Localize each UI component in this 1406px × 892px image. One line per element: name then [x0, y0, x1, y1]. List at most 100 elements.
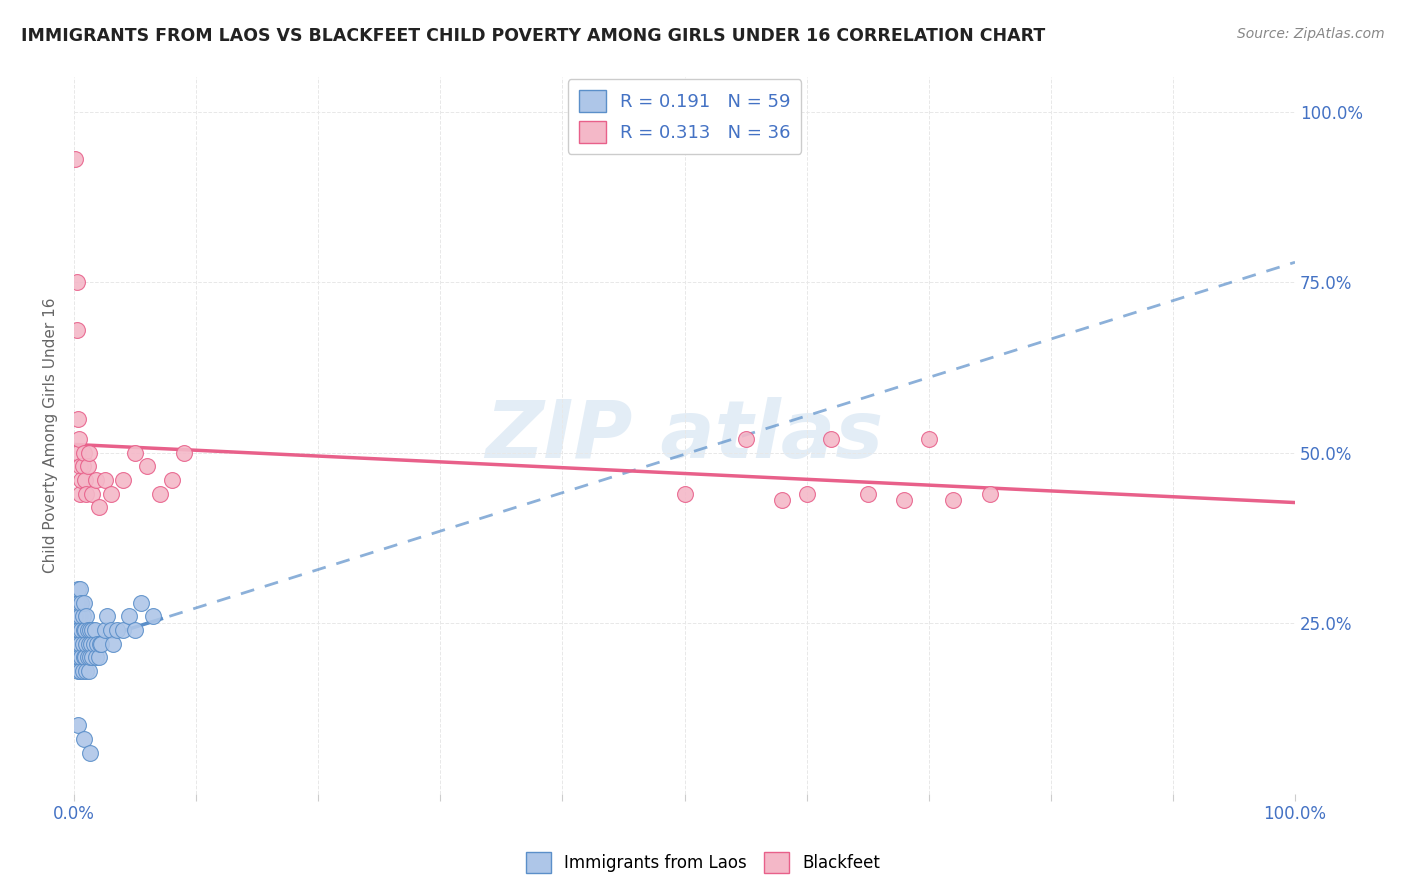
Y-axis label: Child Poverty Among Girls Under 16: Child Poverty Among Girls Under 16 — [44, 298, 58, 574]
Point — [96, 609, 118, 624]
Point — [67, 650, 90, 665]
Point — [75, 637, 97, 651]
Point — [82, 623, 104, 637]
Point — [118, 609, 141, 624]
Point — [87, 650, 110, 665]
Point — [129, 596, 152, 610]
Point — [173, 445, 195, 459]
Point — [75, 473, 97, 487]
Text: Source: ZipAtlas.com: Source: ZipAtlas.com — [1237, 27, 1385, 41]
Point — [72, 664, 94, 678]
Point — [82, 650, 104, 665]
Point — [77, 664, 100, 678]
Point — [67, 623, 90, 637]
Point — [73, 596, 96, 610]
Point — [75, 486, 97, 500]
Point — [65, 153, 87, 167]
Point — [66, 445, 89, 459]
Point — [79, 746, 101, 760]
Point — [69, 637, 91, 651]
Point — [77, 445, 100, 459]
Point — [66, 718, 89, 732]
Point — [893, 493, 915, 508]
Point — [79, 650, 101, 665]
Point — [75, 623, 97, 637]
Legend: R = 0.191   N = 59, R = 0.313   N = 36: R = 0.191 N = 59, R = 0.313 N = 36 — [568, 79, 801, 154]
Point — [82, 486, 104, 500]
Point — [70, 650, 93, 665]
Point — [673, 486, 696, 500]
Point — [65, 650, 87, 665]
Point — [84, 650, 107, 665]
Point — [65, 323, 87, 337]
Point — [79, 623, 101, 637]
Point — [77, 637, 100, 651]
Point — [136, 459, 159, 474]
Point — [124, 445, 146, 459]
Point — [65, 275, 87, 289]
Point — [69, 609, 91, 624]
Point — [89, 637, 111, 651]
Point — [76, 459, 98, 474]
Point — [69, 486, 91, 500]
Point — [65, 596, 87, 610]
Point — [148, 486, 170, 500]
Point — [100, 486, 122, 500]
Text: ZIP atlas: ZIP atlas — [485, 397, 883, 475]
Point — [918, 432, 941, 446]
Point — [80, 637, 103, 651]
Point — [75, 650, 97, 665]
Point — [70, 473, 93, 487]
Point — [72, 459, 94, 474]
Text: IMMIGRANTS FROM LAOS VS BLACKFEET CHILD POVERTY AMONG GIRLS UNDER 16 CORRELATION: IMMIGRANTS FROM LAOS VS BLACKFEET CHILD … — [21, 27, 1045, 45]
Point — [76, 650, 98, 665]
Point — [87, 500, 110, 515]
Point — [93, 623, 115, 637]
Point — [73, 623, 96, 637]
Point — [69, 664, 91, 678]
Point — [84, 473, 107, 487]
Point — [856, 486, 879, 500]
Point — [65, 609, 87, 624]
Point — [69, 459, 91, 474]
Point — [73, 445, 96, 459]
Point — [83, 623, 105, 637]
Point — [90, 637, 112, 651]
Point — [65, 637, 87, 651]
Point — [105, 623, 128, 637]
Point — [75, 609, 97, 624]
Point — [70, 623, 93, 637]
Point — [160, 473, 183, 487]
Point — [93, 473, 115, 487]
Point — [72, 637, 94, 651]
Point — [66, 609, 89, 624]
Point — [67, 432, 90, 446]
Point — [124, 623, 146, 637]
Point — [83, 637, 105, 651]
Point — [75, 664, 97, 678]
Point — [66, 582, 89, 596]
Point — [796, 486, 818, 500]
Point — [67, 596, 90, 610]
Point — [73, 732, 96, 747]
Point — [979, 486, 1001, 500]
Point — [86, 637, 108, 651]
Legend: Immigrants from Laos, Blackfeet: Immigrants from Laos, Blackfeet — [519, 846, 887, 880]
Point — [72, 609, 94, 624]
Point — [66, 637, 89, 651]
Point — [111, 623, 134, 637]
Point — [142, 609, 165, 624]
Point — [70, 596, 93, 610]
Point — [820, 432, 842, 446]
Point — [65, 623, 87, 637]
Point — [73, 650, 96, 665]
Point — [69, 582, 91, 596]
Point — [100, 623, 122, 637]
Point — [942, 493, 965, 508]
Point — [101, 637, 124, 651]
Point — [734, 432, 756, 446]
Point — [111, 473, 134, 487]
Point — [770, 493, 793, 508]
Point — [66, 411, 89, 425]
Point — [66, 664, 89, 678]
